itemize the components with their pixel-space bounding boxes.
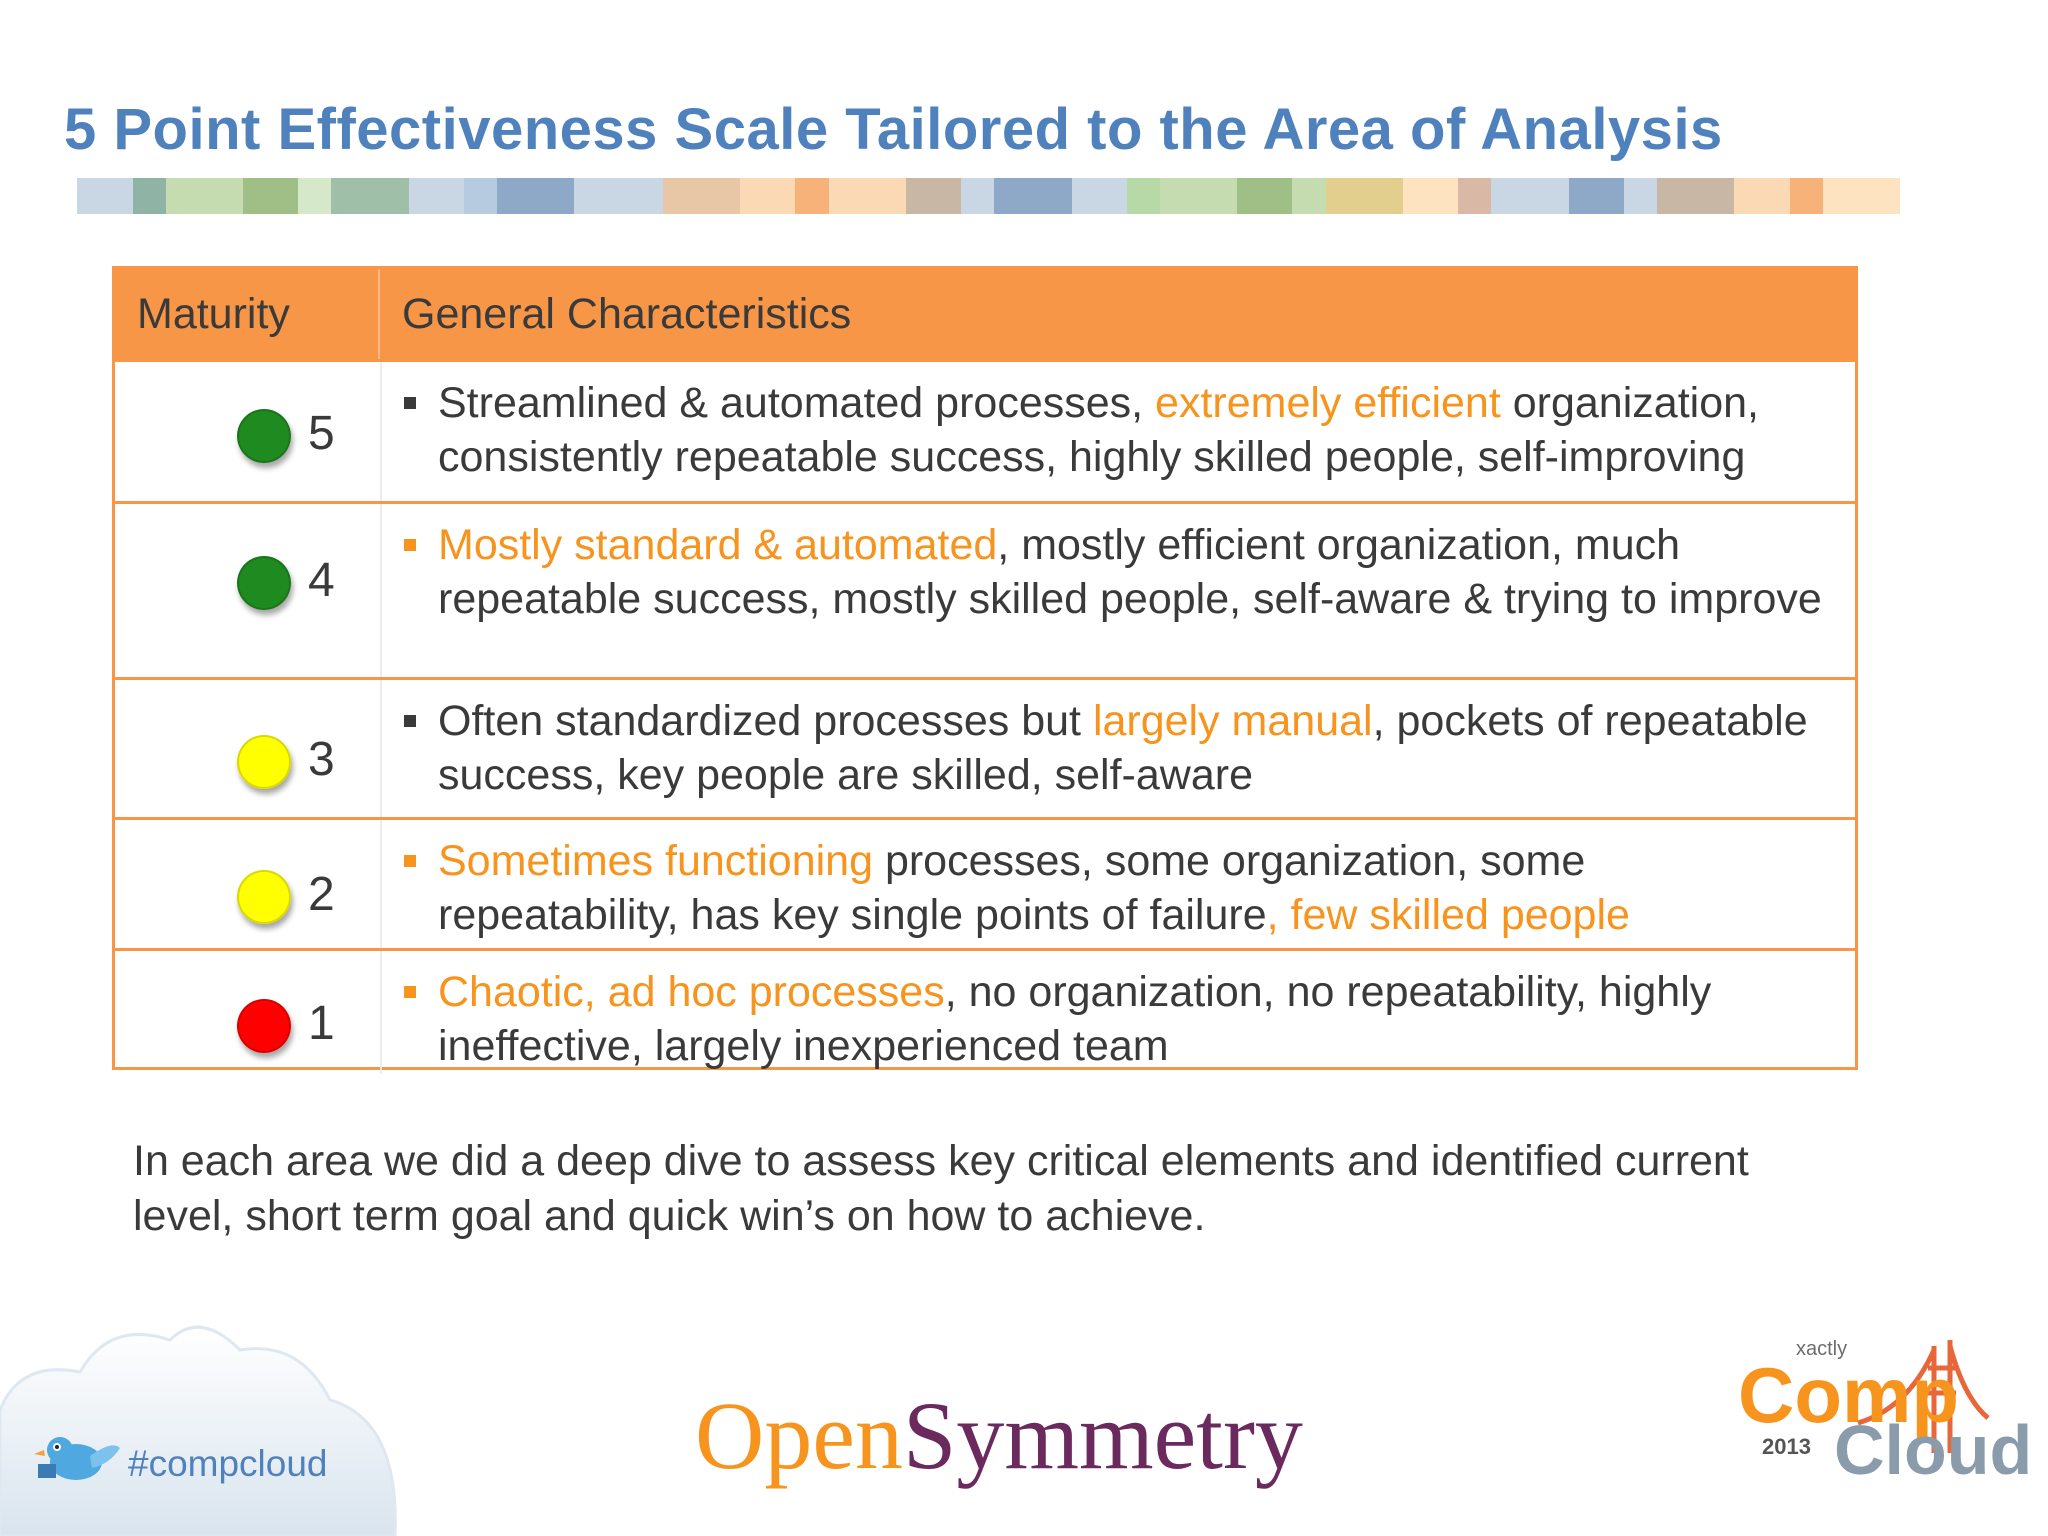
maturity-cell: 1 xyxy=(115,951,382,1074)
stripe-segment xyxy=(1789,178,1823,214)
stripe-segment xyxy=(1734,178,1790,214)
description-text: organization, consistently repeatable su… xyxy=(438,379,1759,481)
stripe-segment xyxy=(1657,178,1735,214)
square-bullet-icon xyxy=(404,397,416,409)
characteristics-cell: Often standardized processes but largely… xyxy=(382,680,1855,817)
stripe-segment xyxy=(1159,178,1238,214)
maturity-level: 2 xyxy=(308,868,335,921)
maturity-cell: 5 xyxy=(115,362,382,501)
golden-gate-bridge-icon xyxy=(1857,1340,1990,1453)
logo-open-text: Open xyxy=(695,1382,903,1489)
status-dot-icon xyxy=(237,735,291,789)
stripe-segment xyxy=(408,178,464,214)
description-text: Often standardized processes but xyxy=(438,697,1093,745)
stripe-segment xyxy=(994,178,1072,214)
square-bullet-icon xyxy=(404,715,416,727)
highlighted-text: Chaotic, ad hoc processes xyxy=(438,968,945,1016)
stripe-segment xyxy=(463,178,498,214)
maturity-level: 3 xyxy=(308,733,335,786)
highlighted-text: Sometimes functioning xyxy=(438,837,873,885)
stripe-segment xyxy=(1623,178,1658,214)
table-header: Maturity General Characteristics xyxy=(115,269,1855,359)
stripe-segment xyxy=(662,178,741,214)
table-row: 4 Mostly standard & automated, mostly eff… xyxy=(115,501,1855,677)
year-label: 2013 xyxy=(1762,1434,1811,1459)
status-dot-icon xyxy=(237,556,291,610)
stripe-segment xyxy=(165,178,244,214)
table-row: 2 Sometimes functioning processes, some o… xyxy=(115,817,1855,948)
status-dot-icon xyxy=(237,409,291,463)
table-row: 5 Streamlined & automated processes, extr… xyxy=(115,359,1855,501)
compcloud-logo: xactly Comp 2013 Cloud xyxy=(1738,1338,2032,1489)
highlighted-text: largely manual xyxy=(1092,697,1373,745)
characteristics-cell: Chaotic, ad hoc processes, no organizati… xyxy=(382,951,1855,1074)
stripe-segment xyxy=(1237,178,1293,214)
highlighted-text: , few skilled people xyxy=(1266,891,1630,939)
stripe-segment xyxy=(331,178,409,214)
maturity-level: 5 xyxy=(308,407,335,460)
stripe-segment xyxy=(629,178,663,214)
table-row: 3 Often standardized processes but largel… xyxy=(115,677,1855,817)
description-text: , no organization, no repeatability, hig… xyxy=(438,968,1712,1070)
characteristics-cell: Mostly standard & automated, mostly effi… xyxy=(382,504,1855,677)
stripe-segment xyxy=(961,178,995,214)
stripe-segment xyxy=(1325,178,1403,214)
xactly-label: xactly xyxy=(1796,1338,1848,1360)
stripe-segment xyxy=(298,178,332,214)
stripe-segment xyxy=(574,178,630,214)
stripe-segment xyxy=(497,178,575,214)
stripe-segment xyxy=(1822,178,1901,214)
square-bullet-icon xyxy=(404,539,416,551)
stripe-segment xyxy=(1126,178,1160,214)
characteristics-cell: Sometimes functioning processes, some or… xyxy=(382,820,1855,948)
characteristics-cell: Streamlined & automated processes, extre… xyxy=(382,362,1855,501)
description-text: , pockets of repeatable success, key peo… xyxy=(438,697,1808,799)
header-characteristics: General Characteristics xyxy=(402,289,852,338)
stripe-segment xyxy=(795,178,829,214)
hashtag-label: #compcloud xyxy=(128,1443,328,1484)
stripe-segment xyxy=(1071,178,1127,214)
stripe-segment xyxy=(905,178,962,214)
description-text: processes, some organization, some repea… xyxy=(438,837,1586,939)
maturity-cell: 4 xyxy=(115,504,382,677)
stripe-segment xyxy=(0,178,78,214)
summary-text: In each area we did a deep dive to asses… xyxy=(133,1137,1749,1240)
maturity-level: 1 xyxy=(308,997,335,1050)
stripe-segment xyxy=(243,178,299,214)
maturity-table: Maturity General Characteristics 5 Stream… xyxy=(112,266,1858,1074)
square-bullet-icon xyxy=(404,986,416,998)
stripe-segment xyxy=(77,178,133,214)
maturity-cell: 3 xyxy=(115,680,382,817)
highlighted-text: Mostly standard & automated xyxy=(438,521,998,569)
cloud-decoration xyxy=(0,1325,397,1536)
description-text: Streamlined & automated processes, xyxy=(438,379,1156,427)
stripe-segment xyxy=(1491,178,1569,214)
decorative-color-stripe xyxy=(0,178,1901,214)
maturity-level: 4 xyxy=(308,554,335,607)
description-text: , mostly efficient organization, much re… xyxy=(438,521,1822,623)
square-bullet-icon xyxy=(404,855,416,867)
stripe-segment xyxy=(1402,178,1459,214)
table-row: 1 Chaotic, ad hoc processes, no organizat… xyxy=(115,948,1855,1074)
twitter-bird-icon xyxy=(34,1437,120,1480)
opensymmetry-logo: OpenSymmetry xyxy=(695,1380,1303,1491)
highlighted-text: extremely efficient xyxy=(1155,379,1501,427)
status-dot-icon xyxy=(237,870,291,924)
stripe-segment xyxy=(828,178,906,214)
maturity-cell: 2 xyxy=(115,820,382,948)
stripe-segment xyxy=(740,178,796,214)
stripe-segment xyxy=(1458,178,1492,214)
comp-label: Comp xyxy=(1738,1351,1959,1439)
cloud-label: Cloud xyxy=(1834,1411,2033,1489)
header-maturity: Maturity xyxy=(115,269,380,359)
slide-title: 5 Point Effectiveness Scale Tailored to … xyxy=(64,97,1723,162)
status-dot-icon xyxy=(237,999,291,1053)
logo-symmetry-text: Symmetry xyxy=(902,1382,1303,1489)
stripe-segment xyxy=(132,178,166,214)
stripe-segment xyxy=(1292,178,1326,214)
stripe-segment xyxy=(1568,178,1624,214)
